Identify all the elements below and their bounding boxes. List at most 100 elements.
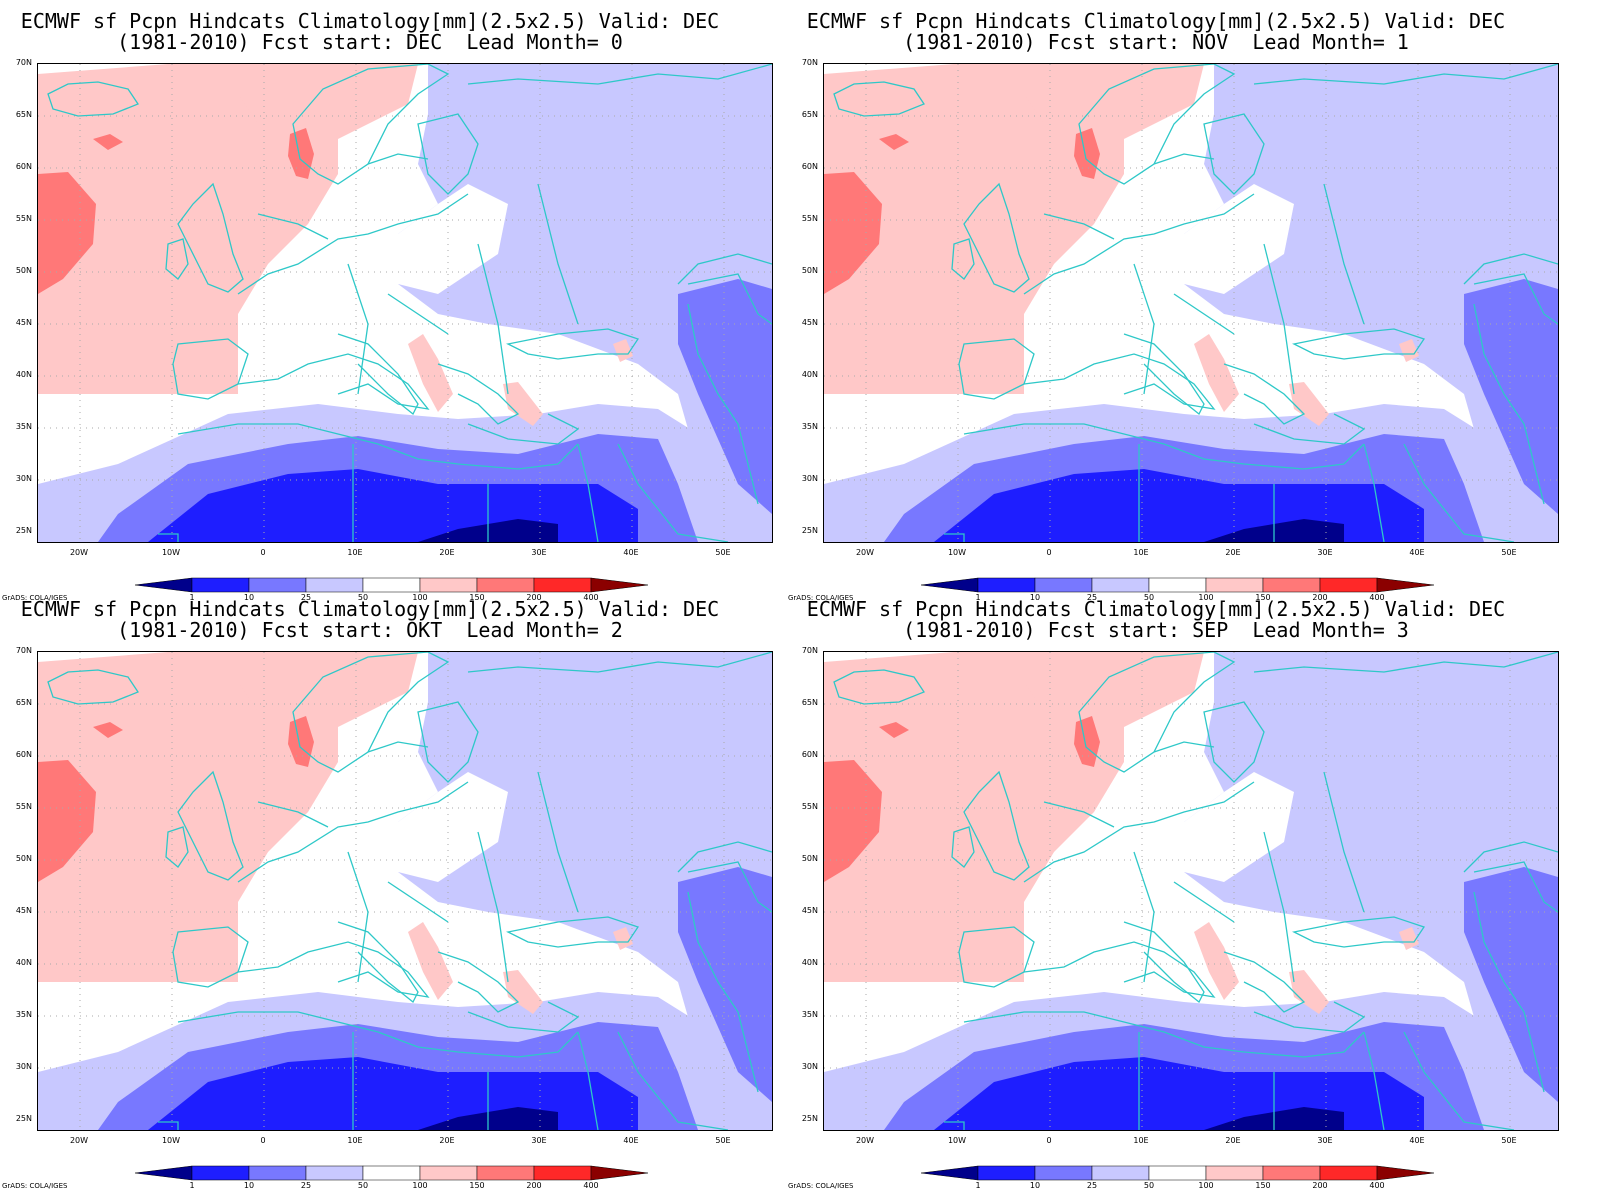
legend-swatch — [590, 1165, 649, 1181]
eastern-europe-white — [1184, 772, 1294, 882]
credit-text: GrADS: COLA/IGES — [2, 594, 68, 602]
credit-text: GrADS: COLA/IGES — [788, 1182, 854, 1190]
caspian-drier-zone — [678, 867, 772, 1102]
latitude-label: 65N — [15, 698, 32, 707]
panel-title: ECMWF sf Pcpn Hindcats Climatology[mm](2… — [806, 597, 1506, 621]
latitude-label: 65N — [801, 110, 818, 119]
legend-swatch — [1262, 1165, 1321, 1181]
legend-label: 150 — [1255, 1181, 1271, 1190]
longitude-label: 0 — [260, 1136, 266, 1145]
aegean-wet-spot — [1289, 382, 1329, 426]
latitude-label: 55N — [801, 214, 818, 223]
latitude-label: 70N — [15, 646, 32, 655]
legend-label: 25 — [300, 593, 312, 602]
legend-label: 1 — [975, 1181, 981, 1190]
legend-label: 100 — [1198, 593, 1214, 602]
latitude-label: 25N — [15, 1114, 32, 1123]
panel-subtitle: (1981-2010) Fcst start: NOV Lead Month= … — [903, 30, 1409, 54]
black-sea-wet-spot — [613, 339, 633, 362]
latitude-label: 30N — [15, 1062, 32, 1071]
norway-heavy-wet-zone — [1074, 716, 1100, 767]
panel-subtitle: (1981-2010) Fcst start: OKT Lead Month= … — [117, 618, 623, 642]
legend-label: 50 — [357, 593, 369, 602]
legend-label: 150 — [469, 1181, 485, 1190]
latitude-label: 55N — [15, 214, 32, 223]
scandinavia-wet-zone — [238, 64, 418, 164]
legend-swatch — [1376, 577, 1435, 593]
longitude-label: 10W — [161, 548, 181, 557]
latitude-label: 60N — [15, 750, 32, 759]
adriatic-wet-spot — [408, 334, 453, 412]
adriatic-wet-spot — [408, 922, 453, 1000]
color-legend: 1 10 25 50 100 150 200 400 — [920, 1165, 1451, 1195]
atlantic-heavy-wet-zone — [38, 760, 96, 882]
legend-swatch — [419, 1165, 478, 1181]
legend-swatch — [191, 1165, 250, 1181]
map-panel-4: ECMWF sf Pcpn Hindcats Climatology[mm](2… — [786, 588, 1566, 1190]
longitude-label: 50E — [715, 1136, 731, 1145]
longitude-label: 40E — [1409, 548, 1425, 557]
precipitation-map — [38, 64, 772, 542]
longitude-label: 20E — [1225, 1136, 1241, 1145]
caspian-drier-zone — [678, 279, 772, 514]
panel-subtitle: (1981-2010) Fcst start: DEC Lead Month= … — [117, 30, 623, 54]
legend-colorbar — [920, 577, 1435, 593]
norway-heavy-wet-zone — [1074, 128, 1100, 179]
latitude-label: 25N — [801, 1114, 818, 1123]
latitude-label: 60N — [15, 162, 32, 171]
russia-dry-zone — [1184, 652, 1558, 1122]
latitude-label: 65N — [15, 110, 32, 119]
longitude-label: 20W — [69, 1136, 89, 1145]
map-panel-3: ECMWF sf Pcpn Hindcats Climatology[mm](2… — [0, 588, 780, 1190]
scandinavia-wet-zone — [1024, 64, 1204, 164]
legend-swatch — [590, 577, 649, 593]
legend-label: 25 — [300, 1181, 312, 1190]
legend-label: 10 — [243, 593, 255, 602]
latitude-label: 35N — [801, 422, 818, 431]
eastern-europe-white — [1184, 184, 1294, 294]
longitude-label: 20E — [439, 1136, 455, 1145]
latitude-label: 70N — [801, 646, 818, 655]
latitude-label: 45N — [15, 318, 32, 327]
panel-title: ECMWF sf Pcpn Hindcats Climatology[mm](2… — [20, 9, 720, 33]
legend-swatch — [977, 1165, 1036, 1181]
legend-label: 400 — [1369, 593, 1385, 602]
longitude-label: 10W — [947, 1136, 967, 1145]
latitude-label: 45N — [15, 906, 32, 915]
latitude-label: 35N — [801, 1010, 818, 1019]
panel-title: ECMWF sf Pcpn Hindcats Climatology[mm](2… — [806, 9, 1506, 33]
latitude-label: 50N — [801, 854, 818, 863]
legend-swatch — [533, 1165, 592, 1181]
legend-label: 10 — [1029, 1181, 1041, 1190]
latitude-label: 60N — [801, 750, 818, 759]
longitude-label: 10E — [347, 1136, 363, 1145]
legend-swatch — [362, 1165, 421, 1181]
legend-swatch — [1091, 1165, 1150, 1181]
legend-swatch — [476, 1165, 535, 1181]
longitude-label: 40E — [623, 548, 639, 557]
panel-subtitle: (1981-2010) Fcst start: SEP Lead Month= … — [903, 618, 1409, 642]
legend-label: 25 — [1086, 593, 1098, 602]
aegean-wet-spot — [503, 382, 543, 426]
graticule — [824, 652, 1558, 1130]
longitude-label: 10E — [347, 548, 363, 557]
iceland-wet-spot — [879, 134, 909, 150]
atlantic-heavy-wet-zone — [824, 172, 882, 294]
legend-label: 200 — [526, 593, 542, 602]
russia-dry-zone — [1184, 64, 1558, 534]
caspian-drier-zone — [1464, 279, 1558, 514]
precipitation-map — [824, 652, 1558, 1130]
credit-text: GrADS: COLA/IGES — [2, 1182, 68, 1190]
longitude-label: 0 — [1046, 1136, 1052, 1145]
legend-label: 25 — [1086, 1181, 1098, 1190]
latitude-label: 35N — [15, 422, 32, 431]
atlantic-heavy-wet-zone — [824, 760, 882, 882]
longitude-label: 10E — [1133, 1136, 1149, 1145]
longitude-label: 30E — [1317, 1136, 1333, 1145]
longitude-label: 10W — [161, 1136, 181, 1145]
legend-label: 100 — [1198, 1181, 1214, 1190]
latitude-label: 40N — [801, 370, 818, 379]
longitude-label: 50E — [1501, 548, 1517, 557]
scandinavia-wet-zone — [1024, 652, 1204, 752]
credit-text: GrADS: COLA/IGES — [788, 594, 854, 602]
